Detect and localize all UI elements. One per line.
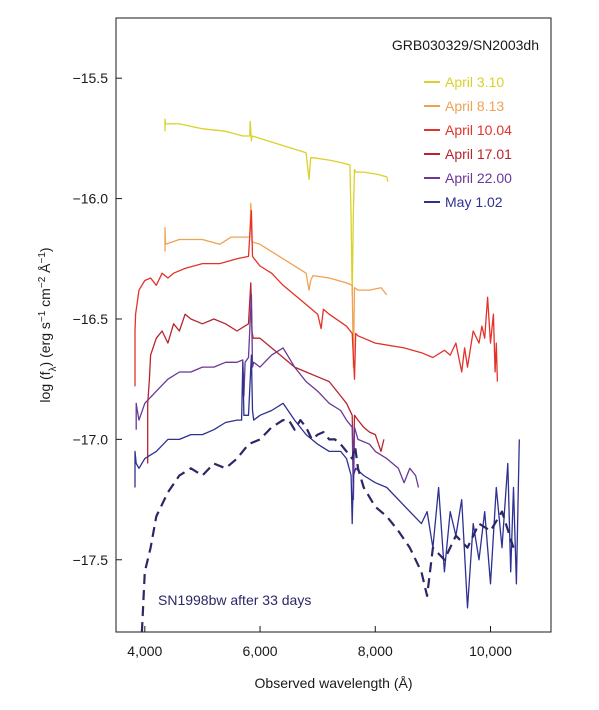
legend-label: April 10.04 (445, 122, 512, 138)
series-line-5 (135, 294, 420, 501)
y-axis-title-sup2: −2 (37, 276, 48, 288)
y-axis-title: log (fλ) (erg s−1 cm−2 Å−1) (37, 247, 59, 402)
series-line-3 (134, 209, 499, 387)
y-tick-label: −17.0 (73, 431, 109, 447)
series-line-4 (147, 282, 385, 477)
plot-frame (115, 17, 552, 633)
axes-layer: 4,000 6,000 8,000 10,000 −15.5 −16.0 −16.5 −17.… (73, 70, 513, 659)
y-tick-label: −17.5 (73, 552, 109, 568)
comparison-annotation: SN1998bw after 33 days (158, 592, 311, 608)
x-axis-title: Observed wavelength (Å) (255, 675, 413, 691)
x-tick-label: 4,000 (127, 643, 162, 659)
y-axis-title-pre: log (f (37, 371, 53, 402)
sn1998bw-comparison-line (140, 419, 515, 632)
y-tick-label: −16.5 (73, 311, 109, 327)
series-line-1 (164, 118, 389, 296)
series-layer (134, 118, 520, 632)
legend-label: April 22.00 (445, 170, 512, 186)
y-axis-title-mid1: ) (erg s (37, 322, 53, 366)
y-axis-title-sub: λ (48, 366, 59, 371)
y-axis-title-post: ) (37, 247, 53, 252)
legend: April 3.10 April 8.13 April 10.04 April 17.… (424, 74, 512, 210)
x-tick-label: 8,000 (358, 643, 393, 659)
x-tick-label: 10,000 (469, 643, 512, 659)
chart-title: GRB030329/SN2003dh (392, 37, 539, 53)
series-line-6 (134, 354, 520, 609)
y-axis-title-mid3: Å (37, 263, 53, 277)
y-axis-title-sup3: −1 (37, 252, 48, 264)
plot-area (115, 17, 552, 633)
y-axis-title-sup1: −1 (37, 310, 48, 322)
y-tick-label: −16.0 (73, 191, 109, 207)
x-tick-label: 6,000 (243, 643, 278, 659)
legend-label: April 17.01 (445, 146, 512, 162)
legend-label: May 1.02 (445, 194, 503, 210)
legend-label: April 8.13 (445, 98, 504, 114)
series-line-2 (164, 202, 388, 368)
y-tick-label: −15.5 (73, 70, 109, 86)
y-axis-title-mid2: cm (37, 288, 53, 311)
legend-label: April 3.10 (445, 74, 504, 90)
